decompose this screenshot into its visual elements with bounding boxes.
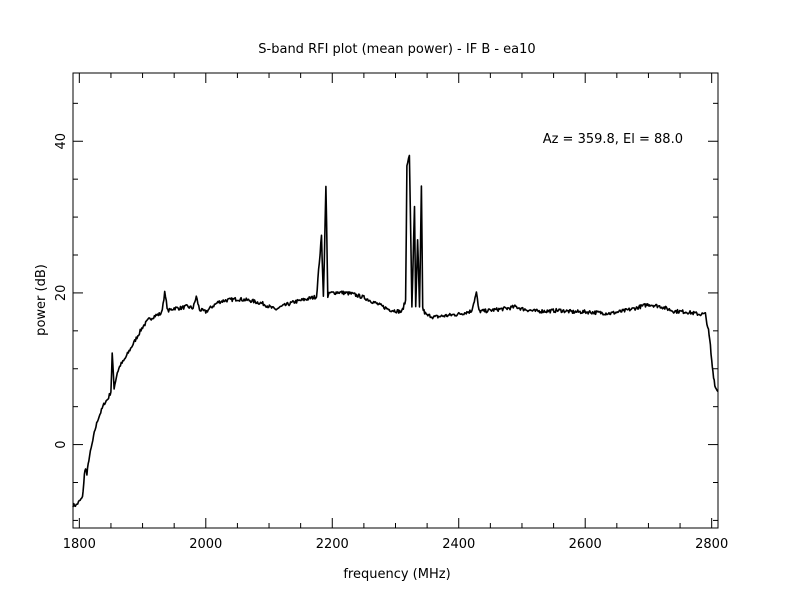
power-spectrum-line: [72, 154, 719, 508]
x-axis-ticks: 1800 2000 2200 2400 2600 2800: [63, 73, 728, 552]
y-tick-label: 20: [54, 285, 69, 302]
minor-ticks: [73, 73, 718, 528]
y-axis-label: power (dB): [34, 264, 49, 336]
x-tick-label: 2200: [316, 537, 349, 552]
x-tick-label: 1800: [63, 537, 96, 552]
az-el-annotation: Az = 359.8, El = 88.0: [543, 132, 683, 147]
x-tick-label: 2400: [442, 537, 475, 552]
x-axis-label: frequency (MHz): [343, 567, 450, 582]
y-axis-ticks: 0 20 40: [54, 133, 718, 449]
y-tick-label: 0: [54, 440, 69, 448]
chart-title: S-band RFI plot (mean power) - IF B - ea…: [258, 42, 535, 57]
x-tick-label: 2800: [695, 537, 728, 552]
x-tick-label: 2000: [189, 537, 222, 552]
x-tick-label: 2600: [569, 537, 602, 552]
y-tick-label: 40: [54, 133, 69, 150]
